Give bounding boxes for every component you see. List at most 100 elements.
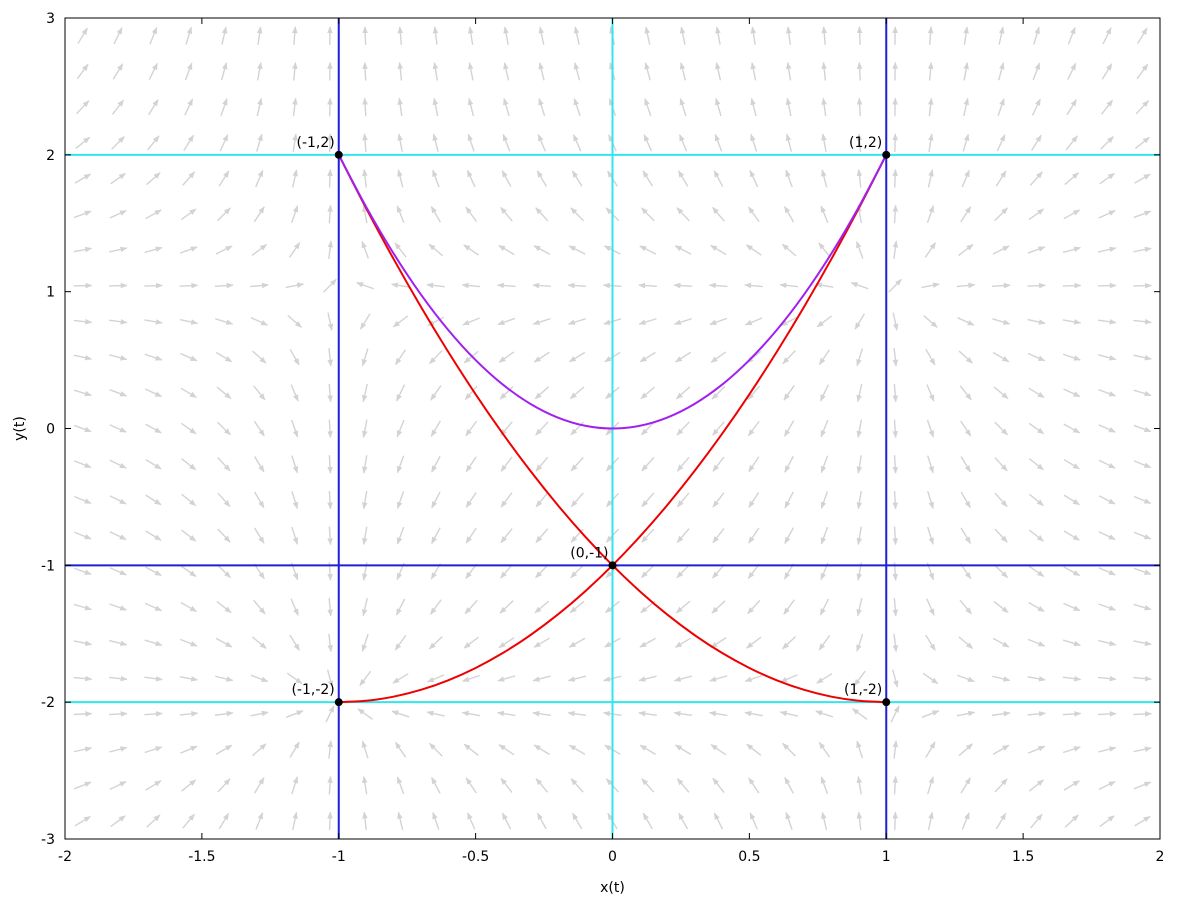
vector-field-arrow bbox=[570, 492, 584, 508]
y-tick-label: 2 bbox=[46, 148, 55, 164]
vector-field-arrow bbox=[431, 455, 441, 473]
vector-field-arrow bbox=[361, 633, 369, 652]
vector-field-arrow bbox=[144, 711, 163, 717]
vector-field-arrow bbox=[394, 741, 407, 758]
vector-field-arrow bbox=[747, 385, 761, 401]
vector-field-arrow bbox=[993, 386, 1009, 400]
vector-field-arrow bbox=[643, 134, 653, 152]
vector-field-arrow bbox=[109, 210, 127, 219]
vector-field-arrow bbox=[963, 97, 970, 117]
vector-field-arrow bbox=[1098, 780, 1116, 791]
vector-field-arrow bbox=[500, 492, 513, 508]
vector-field-arrow bbox=[1133, 781, 1152, 790]
vector-field-arrow bbox=[679, 133, 688, 152]
vector-field-arrow bbox=[109, 424, 127, 433]
vector-field-arrow bbox=[997, 62, 1005, 81]
vector-field-arrow bbox=[256, 26, 263, 45]
vector-field-arrow bbox=[111, 136, 125, 150]
vector-field-arrow bbox=[570, 564, 585, 579]
vector-field-arrow bbox=[960, 527, 972, 544]
vector-field-arrow bbox=[467, 62, 474, 81]
vector-field-arrow bbox=[708, 710, 728, 717]
vector-field-arrow bbox=[642, 812, 653, 830]
vector-field-arrow bbox=[220, 62, 228, 81]
vector-field-arrow bbox=[431, 776, 441, 794]
vector-field-arrow bbox=[183, 134, 195, 151]
vector-field-arrow bbox=[500, 564, 513, 579]
vector-field-arrow bbox=[430, 599, 442, 615]
vector-field-arrow bbox=[821, 61, 827, 81]
vector-field-arrow bbox=[816, 315, 833, 328]
vector-field-arrow bbox=[431, 527, 441, 545]
vector-field-arrow bbox=[747, 563, 760, 580]
vector-field-arrow bbox=[538, 62, 545, 81]
vector-field-arrow bbox=[428, 243, 444, 257]
vector-field-arrow bbox=[892, 419, 899, 439]
y-axis-title: y(t) bbox=[12, 416, 28, 441]
vector-field-arrow bbox=[714, 133, 723, 152]
vector-field-arrow bbox=[674, 351, 692, 363]
vector-field-arrow bbox=[145, 209, 162, 220]
vector-field-arrow bbox=[215, 744, 233, 755]
vector-field-arrow bbox=[73, 746, 93, 753]
vector-field-arrow bbox=[641, 778, 655, 793]
vector-field-arrow bbox=[856, 455, 863, 474]
vector-field-arrow bbox=[501, 170, 512, 187]
vector-field-arrow bbox=[997, 98, 1005, 116]
x-tick-label: 1 bbox=[882, 849, 891, 865]
vector-field-arrow bbox=[254, 456, 265, 473]
vector-field-arrow bbox=[927, 169, 934, 188]
vector-field-arrow bbox=[254, 491, 265, 509]
vector-field-arrow bbox=[147, 135, 160, 151]
vector-field-arrow bbox=[568, 744, 586, 755]
vector-field-arrow bbox=[357, 708, 373, 720]
vector-field-arrow bbox=[464, 385, 478, 401]
vector-field-arrow bbox=[327, 775, 333, 795]
vector-field-arrow bbox=[750, 26, 757, 45]
vector-field-arrow bbox=[217, 778, 231, 793]
vector-field-arrow bbox=[818, 349, 830, 366]
vector-field-arrow bbox=[1136, 63, 1149, 80]
vector-field-arrow bbox=[821, 169, 828, 188]
vector-field-arrow bbox=[960, 456, 971, 473]
vector-field-arrow bbox=[956, 710, 976, 717]
vector-field-arrow bbox=[397, 811, 404, 831]
vector-field-arrow bbox=[994, 457, 1008, 472]
vector-field-arrow bbox=[748, 491, 760, 509]
vector-field-arrow bbox=[432, 133, 439, 152]
vector-field-arrow bbox=[112, 63, 124, 80]
vector-field-arrow bbox=[285, 710, 304, 718]
vector-field-arrow bbox=[362, 455, 368, 474]
vector-field-arrow bbox=[533, 637, 550, 648]
vector-field-arrow bbox=[184, 98, 194, 116]
vector-field-arrow bbox=[73, 675, 93, 682]
vector-field-arrow bbox=[1133, 460, 1152, 469]
vector-field-arrow bbox=[892, 204, 899, 224]
vector-field-arrow bbox=[109, 389, 128, 397]
vector-field-arrow bbox=[820, 419, 829, 438]
vector-field-arrow bbox=[1098, 354, 1117, 361]
vector-field-arrow bbox=[780, 316, 798, 327]
vector-field-arrow bbox=[892, 740, 899, 759]
vector-field-arrow bbox=[215, 351, 233, 363]
vector-field-arrow bbox=[250, 282, 269, 289]
vector-field-arrow bbox=[185, 26, 193, 45]
vector-field-arrow bbox=[784, 776, 794, 794]
vector-field-arrow bbox=[144, 319, 163, 325]
x-tick-label: -1 bbox=[332, 849, 346, 865]
vector-field-arrow bbox=[994, 421, 1008, 436]
vector-field-arrow bbox=[426, 282, 445, 289]
vector-field-arrow bbox=[779, 710, 799, 717]
vector-field-arrow bbox=[1133, 495, 1152, 504]
vector-field-arrow bbox=[996, 134, 1006, 152]
vector-field-arrow bbox=[397, 26, 404, 45]
vector-field-arrow bbox=[675, 386, 691, 400]
vector-field-arrow bbox=[710, 744, 727, 756]
vector-field-arrow bbox=[892, 669, 899, 688]
vector-field-arrow bbox=[109, 746, 128, 753]
vector-field-arrow bbox=[1063, 388, 1081, 398]
vector-field-arrow bbox=[109, 780, 127, 791]
vector-field-arrow bbox=[180, 745, 198, 754]
vector-field-arrow bbox=[1027, 282, 1047, 289]
